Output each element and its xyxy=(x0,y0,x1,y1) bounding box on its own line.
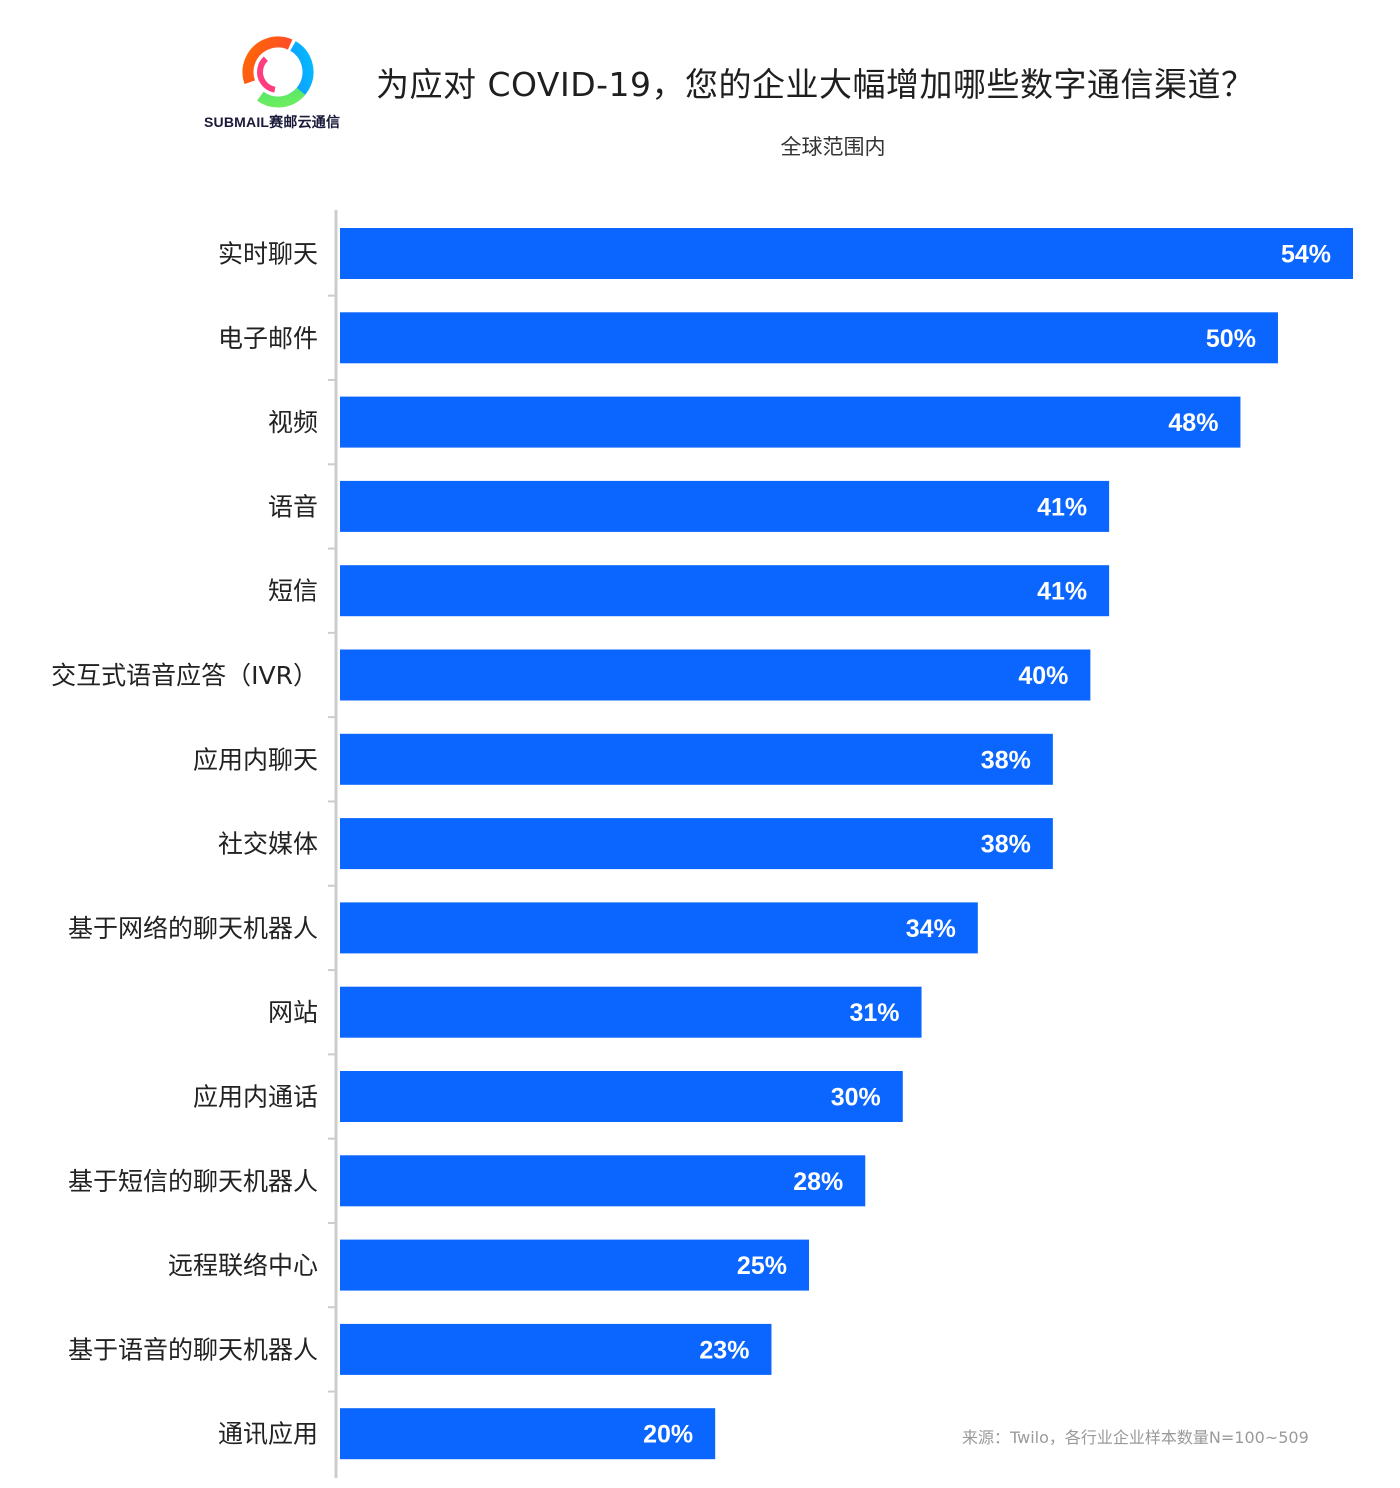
bar xyxy=(340,1239,809,1291)
bar xyxy=(340,1071,903,1122)
bar xyxy=(340,480,1110,532)
category-label: 基于语音的聊天机器人 xyxy=(68,1335,318,1364)
category-label: 社交媒体 xyxy=(218,830,318,859)
bar xyxy=(340,1155,866,1207)
category-label: 视频 xyxy=(268,408,318,437)
category-label: 实时聊天 xyxy=(218,240,318,269)
value-label: 48% xyxy=(1168,409,1218,437)
category-label: 应用内通话 xyxy=(193,1083,318,1112)
value-label: 54% xyxy=(1281,241,1331,269)
value-label: 38% xyxy=(981,746,1031,774)
category-label: 电子邮件 xyxy=(218,324,318,353)
bar xyxy=(340,733,1053,785)
bar xyxy=(340,902,978,954)
category-label: 语音 xyxy=(268,492,318,521)
bar xyxy=(340,818,1053,870)
value-label: 34% xyxy=(906,915,956,943)
category-label: 应用内聊天 xyxy=(193,745,318,774)
submail-ring-icon xyxy=(242,36,314,108)
category-label: 交互式语音应答（IVR） xyxy=(51,661,318,690)
value-label: 41% xyxy=(1037,578,1087,606)
chart-title: 为应对 COVID-19，您的企业大幅增加哪些数字通信渠道？ xyxy=(376,65,1255,104)
bar xyxy=(340,649,1091,701)
value-label: 25% xyxy=(737,1252,787,1280)
value-label: 20% xyxy=(643,1421,693,1449)
bar xyxy=(340,396,1241,448)
category-label: 短信 xyxy=(268,577,318,606)
chart-subtitle: 全球范围内 xyxy=(780,135,886,159)
value-label: 50% xyxy=(1206,325,1256,353)
value-label: 31% xyxy=(849,999,899,1027)
value-label: 38% xyxy=(981,831,1031,859)
logo-text: SUBMAIL赛邮云通信 xyxy=(204,114,341,130)
brand-logo: SUBMAIL赛邮云通信 xyxy=(200,30,360,140)
category-label: 网站 xyxy=(268,998,318,1027)
bar xyxy=(340,1323,772,1375)
category-label: 通讯应用 xyxy=(218,1420,318,1449)
value-label: 28% xyxy=(793,1168,843,1196)
bar xyxy=(340,986,922,1038)
value-label: 40% xyxy=(1018,662,1068,690)
category-label: 远程联络中心 xyxy=(168,1251,318,1280)
bar xyxy=(340,1408,716,1460)
value-label: 41% xyxy=(1037,493,1087,521)
value-label: 23% xyxy=(699,1336,749,1364)
category-label: 基于网络的聊天机器人 xyxy=(68,914,318,943)
category-label: 基于短信的聊天机器人 xyxy=(68,1167,318,1196)
bar xyxy=(340,312,1278,364)
value-label: 30% xyxy=(831,1084,881,1112)
bar xyxy=(340,228,1353,279)
source-note: 来源：Twilo，各行业企业样本数量N=100~509 xyxy=(962,1428,1309,1447)
bar xyxy=(340,565,1110,617)
